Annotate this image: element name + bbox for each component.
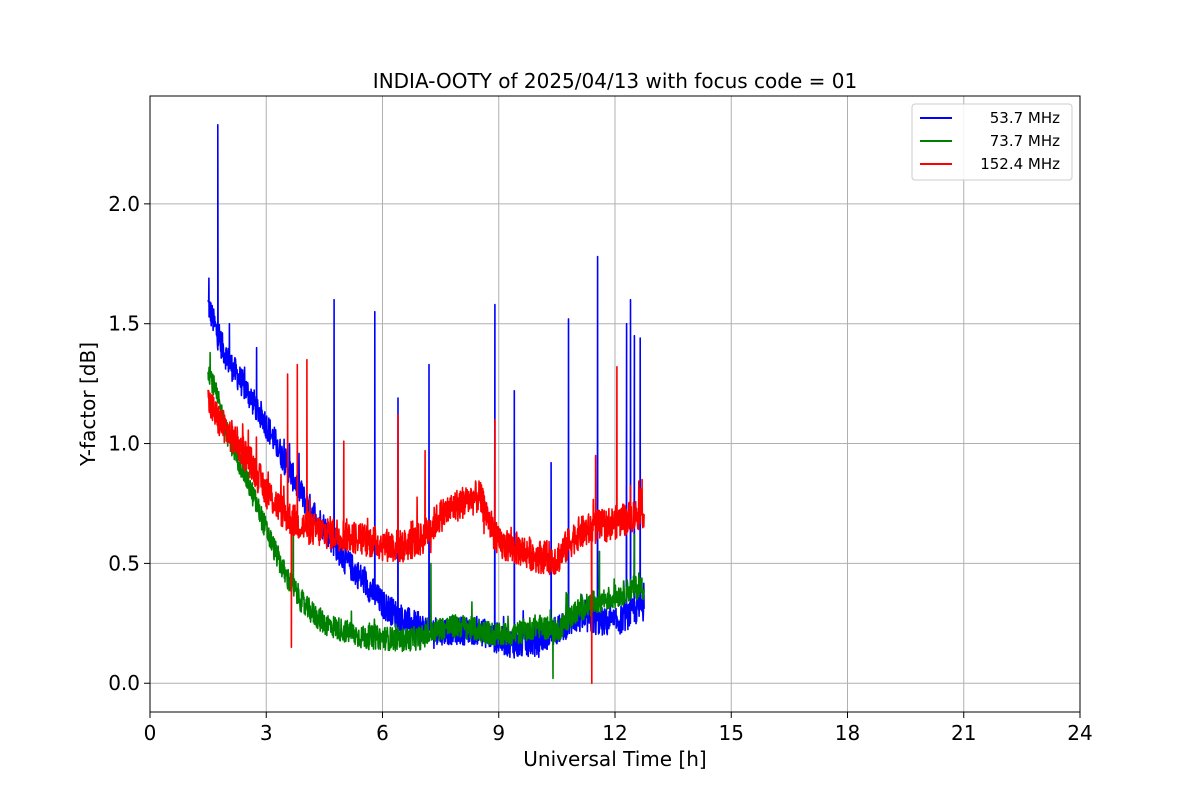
y-tick-label: 1.0	[108, 432, 140, 456]
x-tick-label: 15	[719, 721, 744, 745]
legend-label-2: 73.7 MHz	[990, 132, 1060, 150]
x-tick-label: 6	[376, 721, 389, 745]
y-axis-label: Y-factor [dB]	[76, 342, 100, 467]
x-tick-label: 9	[492, 721, 505, 745]
x-axis: 0 3 6 9 12 15 18 21 24	[144, 712, 1093, 745]
x-tick-label: 24	[1067, 721, 1092, 745]
series-line-3	[207, 358, 645, 684]
legend: 53.7 MHz 73.7 MHz 152.4 MHz	[911, 103, 1073, 181]
legend-box	[911, 103, 1073, 181]
series-line-2	[207, 351, 645, 680]
y-tick-label: 1.5	[108, 312, 140, 336]
legend-label-3: 152.4 MHz	[980, 155, 1060, 173]
x-tick-label: 3	[260, 721, 273, 745]
x-tick-label: 18	[835, 721, 860, 745]
x-tick-label: 21	[951, 721, 976, 745]
chart-title: INDIA-OOTY of 2025/04/13 with focus code…	[373, 69, 857, 93]
series-layer	[207, 124, 645, 684]
y-axis: 0.0 0.5 1.0 1.5 2.0	[108, 192, 150, 695]
y-tick-label: 0.0	[108, 671, 140, 695]
x-tick-label: 12	[602, 721, 627, 745]
legend-label-1: 53.7 MHz	[990, 109, 1060, 127]
x-axis-label: Universal Time [h]	[523, 747, 706, 771]
x-tick-label: 0	[144, 721, 157, 745]
y-tick-label: 2.0	[108, 192, 140, 216]
y-tick-label: 0.5	[108, 551, 140, 575]
